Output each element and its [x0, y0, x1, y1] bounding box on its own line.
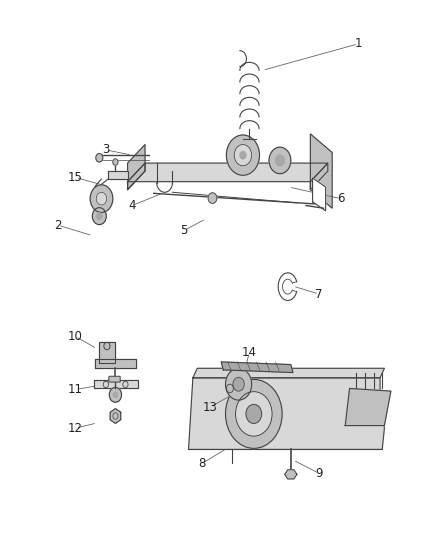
Text: 14: 14	[242, 346, 257, 359]
Text: 7: 7	[315, 288, 323, 301]
Text: 15: 15	[68, 171, 83, 184]
Circle shape	[113, 392, 117, 398]
Text: 3: 3	[102, 143, 110, 156]
Polygon shape	[221, 362, 293, 373]
Text: 5: 5	[180, 224, 188, 237]
Circle shape	[96, 154, 103, 162]
Circle shape	[240, 151, 246, 159]
Text: 6: 6	[337, 192, 345, 205]
Circle shape	[92, 208, 106, 224]
Circle shape	[233, 377, 244, 391]
Polygon shape	[313, 178, 325, 211]
Polygon shape	[193, 368, 385, 378]
Circle shape	[236, 392, 272, 436]
Circle shape	[226, 379, 282, 448]
Text: 12: 12	[68, 422, 83, 435]
Circle shape	[234, 144, 252, 166]
Circle shape	[226, 384, 233, 393]
Text: 8: 8	[198, 457, 205, 470]
Text: 2: 2	[54, 219, 62, 232]
Polygon shape	[94, 381, 138, 389]
Polygon shape	[108, 171, 127, 179]
Circle shape	[97, 213, 102, 219]
FancyBboxPatch shape	[109, 376, 120, 382]
Circle shape	[269, 147, 291, 174]
Text: 1: 1	[354, 37, 362, 50]
Text: 10: 10	[68, 330, 83, 343]
Polygon shape	[345, 389, 391, 425]
Circle shape	[110, 387, 121, 402]
Circle shape	[96, 192, 107, 205]
Polygon shape	[110, 409, 121, 423]
Circle shape	[113, 159, 118, 165]
Text: 13: 13	[203, 400, 218, 414]
Text: 11: 11	[68, 383, 83, 396]
Text: 9: 9	[315, 467, 323, 480]
Circle shape	[226, 135, 259, 175]
Polygon shape	[127, 163, 328, 182]
Polygon shape	[127, 144, 145, 190]
Polygon shape	[285, 470, 297, 479]
Polygon shape	[95, 359, 136, 368]
Polygon shape	[188, 378, 385, 449]
Circle shape	[90, 185, 113, 213]
Polygon shape	[99, 342, 115, 363]
Circle shape	[276, 155, 284, 166]
Circle shape	[226, 368, 252, 400]
Polygon shape	[311, 134, 332, 208]
Text: 4: 4	[128, 199, 136, 212]
Polygon shape	[311, 163, 328, 190]
Circle shape	[246, 405, 261, 423]
Circle shape	[208, 193, 217, 204]
Polygon shape	[127, 163, 145, 190]
